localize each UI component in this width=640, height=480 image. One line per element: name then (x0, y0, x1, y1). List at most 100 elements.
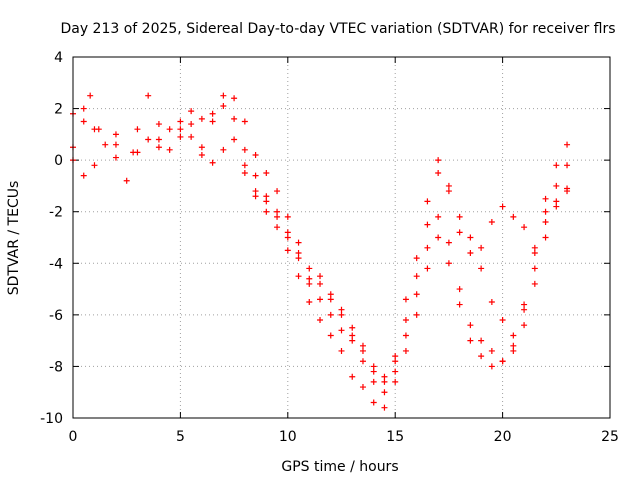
data-point (102, 141, 109, 148)
data-point (467, 234, 474, 241)
data-point (349, 373, 356, 380)
y-tick-label: -6 (49, 308, 63, 324)
data-point (478, 265, 485, 272)
y-axis-label: SDTVAR / TECUs (6, 181, 22, 296)
data-point (295, 249, 302, 256)
data-point (521, 301, 528, 308)
data-point (274, 208, 281, 215)
data-point (499, 203, 506, 210)
data-point (317, 280, 324, 287)
data-point (381, 404, 388, 411)
data-point (166, 146, 173, 153)
data-point (317, 317, 324, 324)
data-point (413, 311, 420, 318)
data-point (435, 157, 442, 164)
data-point (531, 265, 538, 272)
x-tick-label: 15 (386, 429, 404, 445)
data-point (478, 244, 485, 251)
data-point (123, 177, 130, 184)
data-point (241, 162, 248, 169)
data-point (359, 384, 366, 391)
data-point (220, 92, 227, 99)
data-point (542, 234, 549, 241)
data-point (112, 141, 119, 148)
data-point (327, 311, 334, 318)
y-tick-label: 0 (54, 153, 63, 169)
data-point (241, 170, 248, 177)
data-point (231, 95, 238, 102)
data-point (252, 193, 259, 200)
data-point (338, 311, 345, 318)
data-point (456, 286, 463, 293)
data-point (198, 151, 205, 158)
data-point (402, 317, 409, 324)
data-point (177, 126, 184, 133)
y-tick-label: -8 (49, 359, 63, 375)
y-tick-label: -2 (49, 205, 63, 221)
data-point (188, 121, 195, 128)
data-point (413, 291, 420, 298)
x-tick-label: 10 (279, 429, 297, 445)
data-point (467, 337, 474, 344)
data-point (306, 265, 313, 272)
data-point (80, 118, 87, 125)
axis-ticks (72, 56, 611, 419)
data-point (424, 221, 431, 228)
data-point (327, 291, 334, 298)
data-point (467, 322, 474, 329)
data-point (510, 332, 517, 339)
data-points (70, 92, 571, 411)
data-point (402, 332, 409, 339)
data-point (392, 378, 399, 385)
data-point (295, 273, 302, 280)
data-point (349, 337, 356, 344)
data-point (91, 162, 98, 169)
data-point (349, 332, 356, 339)
data-point (381, 373, 388, 380)
data-point (478, 353, 485, 360)
data-point (220, 146, 227, 153)
data-point (155, 121, 162, 128)
data-point (456, 213, 463, 220)
data-point (510, 213, 517, 220)
y-tick-label: -10 (40, 411, 63, 427)
data-point (402, 347, 409, 354)
data-point (295, 255, 302, 262)
data-point (112, 131, 119, 138)
data-point (188, 133, 195, 140)
data-point (145, 92, 152, 99)
data-point (284, 213, 291, 220)
data-point (252, 172, 259, 179)
data-point (370, 368, 377, 375)
data-point (274, 188, 281, 195)
data-point (521, 322, 528, 329)
x-tick-label: 20 (494, 429, 512, 445)
data-point (209, 159, 216, 166)
data-point (381, 389, 388, 396)
data-point (478, 337, 485, 344)
data-point (370, 399, 377, 406)
data-point (531, 244, 538, 251)
series-2 (70, 92, 571, 380)
data-point (155, 136, 162, 143)
data-point (564, 141, 571, 148)
data-point (424, 265, 431, 272)
data-point (359, 342, 366, 349)
data-point (510, 347, 517, 354)
data-point (220, 102, 227, 109)
data-point (445, 260, 452, 267)
grid-lines (73, 57, 610, 418)
data-point (327, 332, 334, 339)
data-point (112, 154, 119, 161)
data-point (306, 298, 313, 305)
data-point (91, 126, 98, 133)
data-point (87, 92, 94, 99)
data-point (564, 162, 571, 169)
data-point (370, 378, 377, 385)
data-point (542, 219, 549, 226)
data-point (284, 247, 291, 254)
data-point (134, 149, 141, 156)
data-point (531, 280, 538, 287)
data-point (564, 188, 571, 195)
data-point (198, 115, 205, 122)
